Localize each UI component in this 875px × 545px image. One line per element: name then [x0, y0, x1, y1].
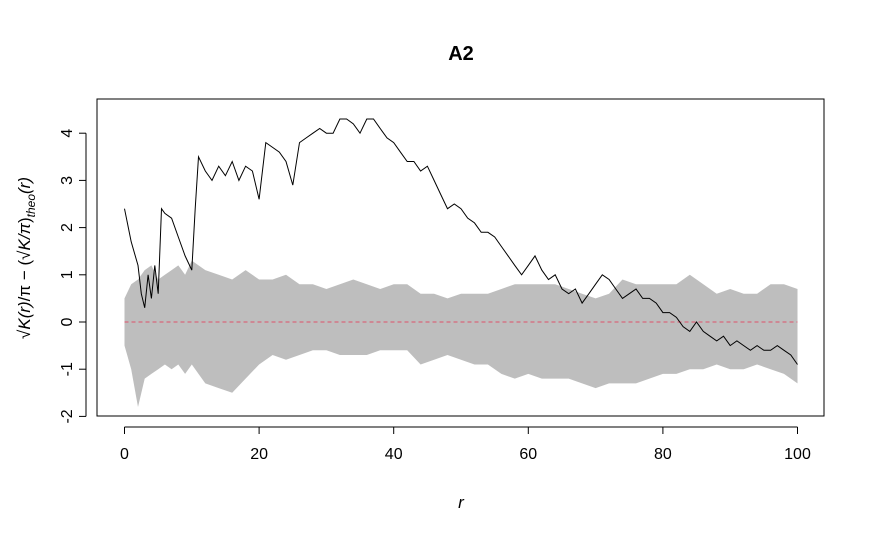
x-axis: 0 20 40 60 80 100 — [120, 426, 811, 463]
x-tick-label: 60 — [519, 446, 537, 463]
y-label-sqrt1: √ — [15, 329, 34, 339]
y-label-k2: K/π — [15, 222, 34, 250]
x-tick-label: 80 — [654, 446, 672, 463]
x-tick-label: 100 — [784, 446, 811, 463]
x-tick-label: 0 — [120, 446, 129, 463]
y-label-close: ) — [15, 217, 34, 223]
chart-title: A2 — [448, 43, 474, 65]
envelope-band — [124, 260, 798, 407]
plot-frame — [96, 98, 825, 417]
x-axis-label: r — [458, 493, 465, 512]
y-label-sqrt2: √ — [15, 250, 34, 260]
y-tick-label: 1 — [59, 270, 76, 279]
y-tick-label: -1 — [59, 362, 76, 376]
y-tick-label: 2 — [59, 223, 76, 232]
observed-layer — [124, 118, 798, 365]
y-tick-label: 3 — [59, 176, 76, 185]
envelope-layer — [124, 260, 798, 407]
observed-line — [124, 118, 798, 365]
y-label-div1: /π — [15, 285, 34, 301]
x-tick-label: 20 — [250, 446, 268, 463]
y-tick-label: 0 — [59, 317, 76, 326]
y-axis-label: √K(r)/π − (√K/π)theo(r) — [15, 177, 38, 339]
y-label-sub: theo — [24, 194, 38, 218]
y-tick-label: -2 — [59, 409, 76, 423]
x-tick-label: 40 — [385, 446, 403, 463]
y-label-minus: − ( — [15, 259, 34, 284]
y-axis: -2 -1 0 1 2 3 4 — [59, 129, 87, 424]
y-label-k1: K(r) — [15, 301, 34, 329]
y-tick-label: 4 — [59, 129, 76, 138]
y-label-tail: (r) — [15, 177, 34, 194]
